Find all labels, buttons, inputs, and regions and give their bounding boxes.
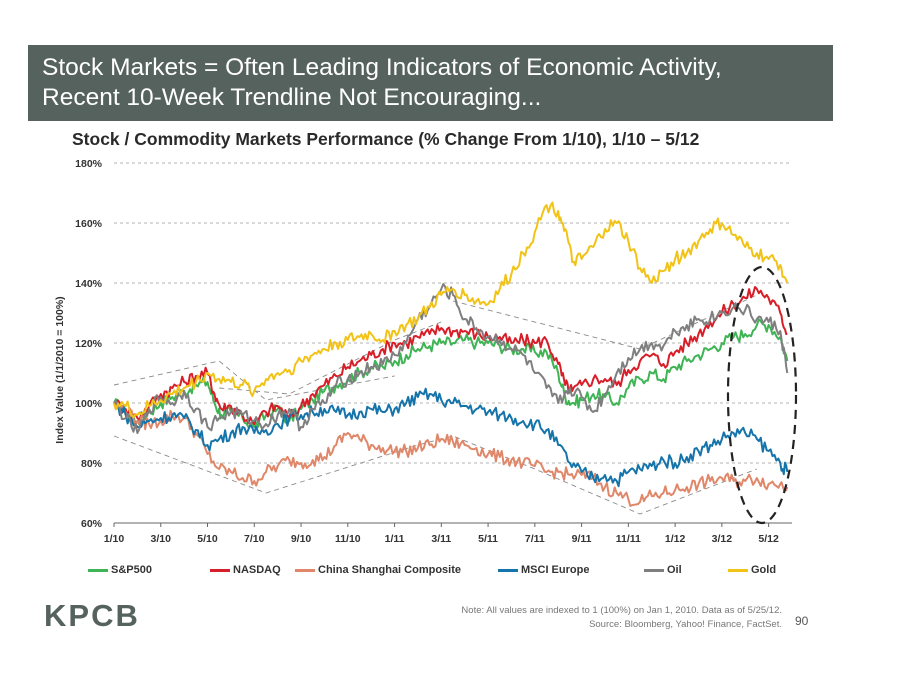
legend-swatch [728, 568, 748, 572]
x-tick-label: 1/10 [104, 533, 125, 545]
legend-item: Oil [644, 564, 682, 576]
x-tick-label: 9/10 [291, 533, 312, 545]
series-line-oil [113, 283, 789, 434]
legend-item: Gold [728, 564, 776, 576]
x-tick-label: 3/12 [712, 533, 733, 545]
series-line-gold [113, 201, 789, 419]
x-tick-label: 3/11 [431, 533, 451, 545]
x-tick-label: 5/12 [758, 533, 779, 545]
legend-label: Gold [751, 564, 777, 576]
y-tick-label: 160% [75, 218, 103, 230]
series-line-nasdaq [113, 286, 788, 425]
y-tick-label: 180% [75, 158, 103, 170]
title-banner: Stock Markets = Often Leading Indicators… [28, 45, 833, 121]
legend-item: S&P500 [88, 564, 152, 576]
footnote-note: Note: All values are indexed to 1 (100%)… [461, 605, 782, 616]
y-tick-label: 100% [75, 398, 103, 410]
x-tick-label: 1/11 [385, 533, 405, 545]
x-tick-label: 7/11 [525, 533, 545, 545]
y-tick-label: 60% [81, 518, 103, 530]
y-tick-label: 120% [75, 338, 103, 350]
series-line-msci-europe [113, 387, 789, 488]
legend-label: MSCI Europe [521, 564, 590, 576]
title-line-2: Recent 10-Week Trendline Not Encouraging… [42, 84, 542, 111]
y-axis-label: Index Value (1/1/2010 = 100%) [54, 296, 66, 444]
legend-label: S&P500 [111, 564, 152, 576]
page-number: 90 [795, 614, 809, 628]
legend-swatch [295, 568, 315, 572]
legend-swatch [210, 568, 230, 572]
y-tick-label: 140% [75, 278, 103, 290]
legend-label: Oil [667, 564, 682, 576]
legend-item: NASDAQ [210, 564, 281, 576]
legend-swatch [88, 568, 108, 572]
x-tick-label: 3/10 [151, 533, 172, 545]
legend-swatch [498, 568, 518, 572]
trend-channel-line [113, 435, 758, 515]
trend-channel-line [452, 294, 758, 350]
legend-item: MSCI Europe [498, 564, 589, 576]
trend-channel-line [219, 321, 442, 395]
legend-label: NASDAQ [233, 564, 281, 576]
title-line-1: Stock Markets = Often Leading Indicators… [42, 54, 722, 81]
footnote-source: Source: Bloomberg, Yahoo! Finance, FactS… [589, 619, 782, 630]
x-tick-label: 11/11 [616, 533, 641, 545]
legend-swatch [644, 568, 664, 572]
legend-item: China Shanghai Composite [295, 564, 461, 576]
footnote: Note: All values are indexed to 1 (100%)… [461, 604, 782, 632]
legend-label: China Shanghai Composite [318, 564, 462, 576]
series-line-s-p500 [113, 318, 789, 428]
x-tick-label: 5/10 [197, 533, 218, 545]
series-line-china-shanghai-composite [113, 401, 789, 507]
y-tick-label: 80% [81, 458, 103, 470]
x-tick-label: 7/10 [244, 533, 265, 545]
chart-title: Stock / Commodity Markets Performance (%… [72, 129, 700, 149]
kpcb-logo: KPCB [44, 598, 140, 633]
recent-trend-highlight-ellipse [726, 265, 798, 525]
x-tick-label: 11/10 [335, 533, 361, 545]
x-tick-label: 9/11 [572, 533, 592, 545]
legend: S&P500 NASDAQ China Shanghai Composite MSCI… [88, 564, 808, 580]
x-tick-label: 1/12 [665, 533, 686, 545]
trend-channel-line [113, 360, 395, 401]
x-tick-label: 5/11 [478, 533, 498, 545]
